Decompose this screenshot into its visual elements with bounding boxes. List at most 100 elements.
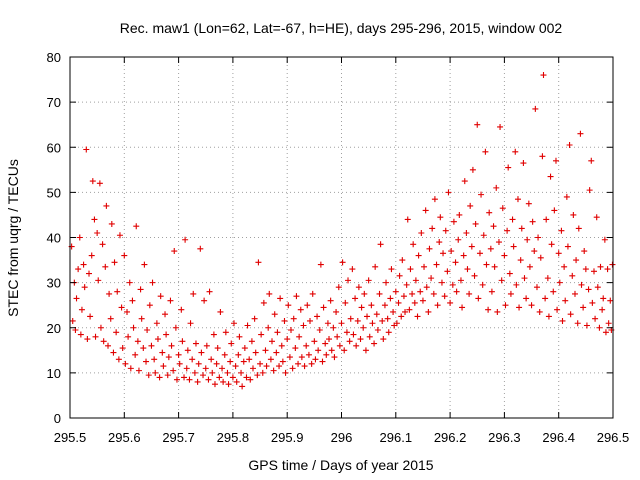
- data-point: [263, 363, 270, 370]
- data-point: [132, 351, 139, 358]
- data-point: [113, 329, 120, 336]
- data-point: [421, 263, 428, 270]
- data-point: [605, 320, 612, 327]
- data-point: [556, 279, 563, 286]
- data-point: [254, 372, 261, 379]
- data-point: [248, 338, 255, 345]
- data-point: [531, 248, 538, 255]
- data-point: [480, 232, 487, 239]
- data-point: [311, 338, 318, 345]
- data-point: [414, 313, 421, 320]
- data-point: [194, 378, 201, 385]
- data-point: [460, 252, 467, 259]
- data-point: [137, 286, 144, 293]
- data-point: [270, 367, 277, 374]
- data-point: [282, 369, 289, 376]
- data-point: [184, 347, 191, 354]
- data-point: [580, 304, 587, 311]
- data-point: [78, 306, 85, 313]
- x-axis-label: GPS time / Days of year 2015: [248, 457, 433, 473]
- data-point: [274, 329, 281, 336]
- data-point: [289, 365, 296, 372]
- data-point: [192, 340, 199, 347]
- x-tick-label: 295.9: [271, 430, 304, 445]
- data-point: [552, 157, 559, 164]
- data-point: [507, 290, 514, 297]
- data-point: [203, 342, 210, 349]
- data-point: [573, 257, 580, 264]
- data-point: [213, 360, 220, 367]
- data-point: [96, 180, 103, 187]
- data-point: [499, 205, 506, 212]
- data-point: [312, 356, 319, 363]
- data-point: [201, 297, 208, 304]
- data-point: [589, 299, 596, 306]
- data-point: [195, 360, 202, 367]
- data-point: [317, 261, 324, 268]
- data-point: [505, 164, 512, 171]
- data-point: [442, 227, 449, 234]
- data-point: [485, 306, 492, 313]
- data-point: [296, 333, 303, 340]
- data-point: [239, 383, 246, 390]
- data-point: [543, 216, 550, 223]
- data-point: [173, 376, 180, 383]
- data-point: [592, 315, 599, 322]
- data-point: [478, 191, 485, 198]
- data-point: [438, 279, 445, 286]
- data-point: [251, 315, 258, 322]
- data-point: [452, 259, 459, 266]
- data-point: [390, 308, 397, 315]
- data-point: [601, 236, 608, 243]
- data-point: [404, 216, 411, 223]
- data-point: [593, 214, 600, 221]
- data-point: [559, 317, 566, 324]
- data-point: [490, 223, 497, 230]
- data-point: [176, 360, 183, 367]
- data-point: [235, 351, 242, 358]
- data-point: [257, 360, 264, 367]
- data-point: [216, 374, 223, 381]
- data-point: [338, 320, 345, 327]
- y-tick-labels: 0 10 20 30 40 50 60 70 80: [47, 50, 61, 426]
- data-point: [550, 288, 557, 295]
- data-point: [285, 302, 292, 309]
- data-point: [566, 141, 573, 148]
- data-point: [80, 261, 87, 268]
- data-point: [430, 290, 437, 297]
- data-point: [243, 374, 250, 381]
- data-point: [471, 272, 478, 279]
- data-point: [268, 338, 275, 345]
- data-point: [412, 277, 419, 284]
- data-point: [233, 378, 240, 385]
- data-point: [135, 367, 142, 374]
- data-point: [529, 218, 536, 225]
- data-point: [170, 367, 177, 374]
- data-point: [110, 349, 117, 356]
- data-point: [191, 369, 198, 376]
- data-point: [94, 229, 101, 236]
- data-point: [373, 311, 380, 318]
- data-point: [308, 360, 315, 367]
- data-point: [175, 351, 182, 358]
- data-point: [127, 365, 134, 372]
- x-tick-label: 295.7: [162, 430, 195, 445]
- data-point: [410, 241, 417, 248]
- data-point: [229, 374, 236, 381]
- data-point: [362, 347, 369, 354]
- data-point: [255, 259, 262, 266]
- data-point: [357, 336, 364, 343]
- data-point: [544, 275, 551, 282]
- data-point: [124, 308, 131, 315]
- data-point: [577, 130, 584, 137]
- data-point: [599, 306, 606, 313]
- data-point: [140, 345, 147, 352]
- data-point: [418, 229, 425, 236]
- data-point: [517, 257, 524, 264]
- data-point: [84, 336, 91, 343]
- data-point: [341, 347, 348, 354]
- data-point: [450, 218, 457, 225]
- data-point: [221, 351, 228, 358]
- x-tick-label: 295.8: [217, 430, 250, 445]
- data-point: [365, 277, 372, 284]
